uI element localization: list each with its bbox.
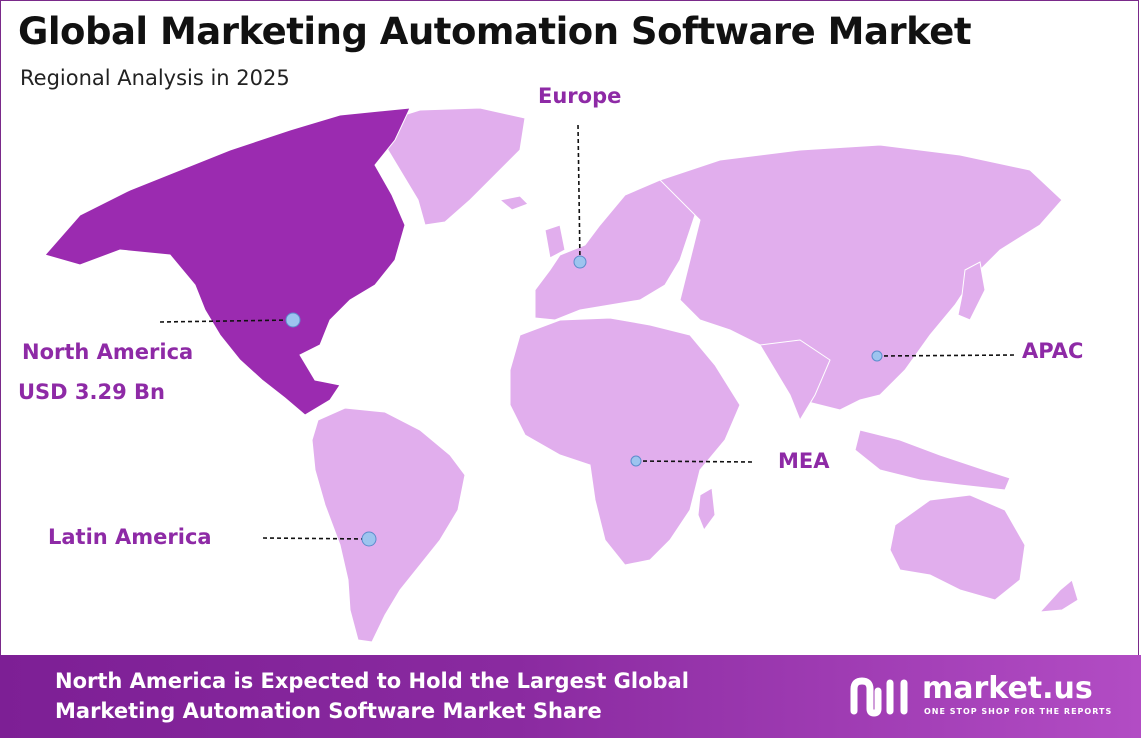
market-us-logo-icon <box>850 677 908 717</box>
mea-label: MEA <box>778 449 830 473</box>
apac-label: APAC <box>1022 339 1084 363</box>
mea-marker <box>630 455 642 467</box>
iceland-shape <box>498 195 529 211</box>
africa-shape <box>509 317 741 566</box>
south-america-shape <box>311 407 466 643</box>
footer-caption-line-2: Marketing Automation Software Market Sha… <box>55 699 602 723</box>
australia-shape <box>889 494 1026 601</box>
mea-leader-line <box>635 460 753 463</box>
north-america-value: USD 3.29 Bn <box>18 380 165 404</box>
latin-america-marker <box>361 531 377 547</box>
north-america-leader-line <box>159 319 294 323</box>
footer-caption: North America is Expected to Hold the La… <box>55 666 689 726</box>
market-us-logo-tagline: ONE STOP SHOP FOR THE REPORTS <box>924 707 1113 716</box>
footer-banner: North America is Expected to Hold the La… <box>0 655 1141 738</box>
footer-caption-line-1: North America is Expected to Hold the La… <box>55 669 689 693</box>
madagascar-shape <box>697 487 716 532</box>
market-us-logo-name: market.us <box>922 671 1093 706</box>
latin-america-leader-line <box>262 537 370 540</box>
india-shape <box>759 339 831 422</box>
apac-leader-line <box>876 354 1016 357</box>
new-zealand-shape <box>1038 579 1079 613</box>
north-america-shape <box>44 107 411 416</box>
japan-shape <box>957 261 986 321</box>
latin-america-label: Latin America <box>48 525 212 549</box>
north-america-marker <box>285 312 301 328</box>
apac-marker <box>871 350 883 362</box>
southeast-asia-islands-shape <box>854 429 1011 491</box>
north-america-label: North America <box>22 340 194 364</box>
europe-marker <box>573 255 587 269</box>
world-map <box>44 107 1079 643</box>
uk-shape <box>544 224 566 259</box>
europe-leader-line <box>577 124 581 263</box>
asia-shape <box>659 144 1063 411</box>
page-title: Global Marketing Automation Software Mar… <box>18 10 972 53</box>
greenland-shape <box>371 107 526 226</box>
page-subtitle: Regional Analysis in 2025 <box>20 66 290 90</box>
europe-label: Europe <box>538 84 622 108</box>
